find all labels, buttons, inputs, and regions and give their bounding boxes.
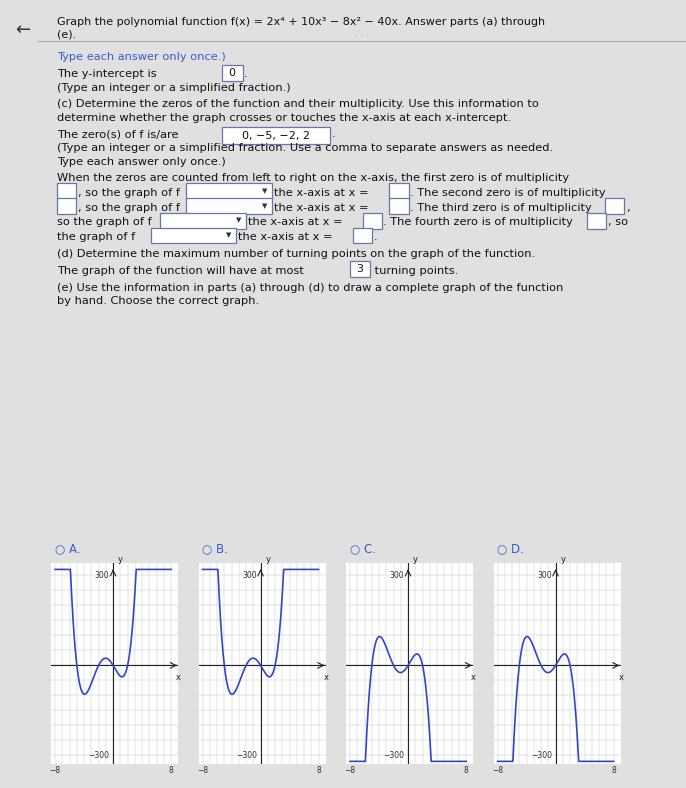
Text: −300: −300	[383, 751, 405, 760]
Text: −300: −300	[88, 751, 110, 760]
Text: ○ C.: ○ C.	[350, 543, 376, 556]
Text: 300: 300	[95, 571, 110, 580]
Text: −8: −8	[197, 766, 208, 775]
Text: the x-axis at x =: the x-axis at x =	[274, 188, 369, 198]
FancyBboxPatch shape	[353, 228, 372, 243]
Text: . The second zero is of multiplicity: . The second zero is of multiplicity	[410, 188, 606, 198]
Text: 300: 300	[537, 571, 552, 580]
Text: y: y	[118, 555, 123, 564]
Text: 300: 300	[390, 571, 405, 580]
Text: Type each answer only once.): Type each answer only once.)	[57, 52, 226, 62]
Text: x: x	[618, 673, 624, 682]
Text: $\leftarrow$: $\leftarrow$	[12, 20, 32, 38]
FancyBboxPatch shape	[389, 198, 409, 214]
Text: 8: 8	[316, 766, 321, 775]
Text: .: .	[244, 69, 248, 80]
Text: The zero(s) of f is/are: The zero(s) of f is/are	[57, 129, 182, 139]
FancyBboxPatch shape	[222, 127, 330, 144]
Text: x: x	[471, 673, 476, 682]
Text: −8: −8	[492, 766, 503, 775]
Text: .: .	[374, 232, 377, 243]
Text: . The fourth zero is of multiplicity: . The fourth zero is of multiplicity	[383, 217, 573, 228]
Text: (Type an integer or a simplified fraction. Use a comma to separate answers as ne: (Type an integer or a simplified fractio…	[57, 143, 554, 154]
Text: ▼: ▼	[226, 232, 232, 239]
Text: (d) Determine the maximum number of turning points on the graph of the function.: (d) Determine the maximum number of turn…	[57, 249, 535, 259]
Text: ,: ,	[626, 203, 629, 213]
Text: (e) Use the information in parts (a) through (d) to draw a complete graph of the: (e) Use the information in parts (a) thr…	[57, 283, 564, 293]
Text: the x-axis at x =: the x-axis at x =	[238, 232, 333, 243]
Text: y: y	[560, 555, 565, 564]
FancyBboxPatch shape	[587, 213, 606, 229]
Text: . The third zero is of multiplicity: . The third zero is of multiplicity	[410, 203, 591, 213]
Text: When the zeros are counted from left to right on the x-axis, the first zero is o: When the zeros are counted from left to …	[57, 173, 569, 183]
Text: 0: 0	[228, 69, 236, 78]
Text: 8: 8	[464, 766, 469, 775]
Text: −300: −300	[236, 751, 257, 760]
Text: Graph the polynomial function f(x) = 2x⁴ + 10x³ − 8x² − 40x. Answer parts (a) th: Graph the polynomial function f(x) = 2x⁴…	[57, 17, 545, 28]
Text: y: y	[413, 555, 418, 564]
Text: (c) Determine the zeros of the function and their multiplicity. Use this informa: (c) Determine the zeros of the function …	[57, 99, 539, 110]
FancyBboxPatch shape	[56, 198, 76, 214]
Text: The graph of the function will have at most: The graph of the function will have at m…	[57, 266, 308, 276]
FancyBboxPatch shape	[56, 183, 76, 199]
Text: the graph of f: the graph of f	[57, 232, 135, 243]
Text: so the graph of f: so the graph of f	[57, 217, 152, 228]
Text: 8: 8	[169, 766, 174, 775]
Text: Type each answer only once.): Type each answer only once.)	[57, 157, 226, 167]
Text: x: x	[323, 673, 329, 682]
Text: . . .: . . .	[355, 29, 369, 38]
Text: −300: −300	[531, 751, 552, 760]
Text: determine whether the graph crosses or touches the x-axis at each x-intercept.: determine whether the graph crosses or t…	[57, 113, 511, 123]
Text: y: y	[265, 555, 270, 564]
Text: turning points.: turning points.	[371, 266, 458, 276]
Text: ▼: ▼	[262, 188, 268, 194]
Text: 0, −5, −2, 2: 0, −5, −2, 2	[242, 131, 310, 140]
FancyBboxPatch shape	[389, 183, 409, 199]
Text: The y-intercept is: The y-intercept is	[57, 69, 161, 80]
Text: ▼: ▼	[262, 203, 268, 209]
Text: ○ D.: ○ D.	[497, 543, 524, 556]
FancyBboxPatch shape	[161, 213, 246, 229]
Text: ▼: ▼	[236, 217, 241, 224]
Text: 8: 8	[611, 766, 616, 775]
Text: 300: 300	[242, 571, 257, 580]
Text: (e).: (e).	[57, 30, 76, 40]
Text: .: .	[331, 129, 335, 139]
FancyBboxPatch shape	[186, 198, 272, 214]
Text: the x-axis at x =: the x-axis at x =	[274, 203, 369, 213]
Text: x: x	[176, 673, 181, 682]
Text: ○ B.: ○ B.	[202, 543, 228, 556]
Text: 3: 3	[357, 264, 364, 273]
Text: the x-axis at x =: the x-axis at x =	[248, 217, 342, 228]
FancyBboxPatch shape	[186, 183, 272, 199]
Text: −8: −8	[344, 766, 355, 775]
Text: , so the graph of f: , so the graph of f	[78, 203, 180, 213]
Text: , so the graph of f: , so the graph of f	[78, 188, 180, 198]
Text: , so: , so	[608, 217, 628, 228]
FancyBboxPatch shape	[362, 213, 382, 229]
Text: by hand. Choose the correct graph.: by hand. Choose the correct graph.	[57, 296, 259, 307]
Text: ○ A.: ○ A.	[55, 543, 80, 556]
FancyBboxPatch shape	[222, 65, 243, 81]
FancyBboxPatch shape	[350, 261, 370, 277]
Text: −8: −8	[49, 766, 60, 775]
Text: (Type an integer or a simplified fraction.): (Type an integer or a simplified fractio…	[57, 83, 291, 93]
FancyBboxPatch shape	[150, 228, 236, 243]
FancyBboxPatch shape	[605, 198, 624, 214]
